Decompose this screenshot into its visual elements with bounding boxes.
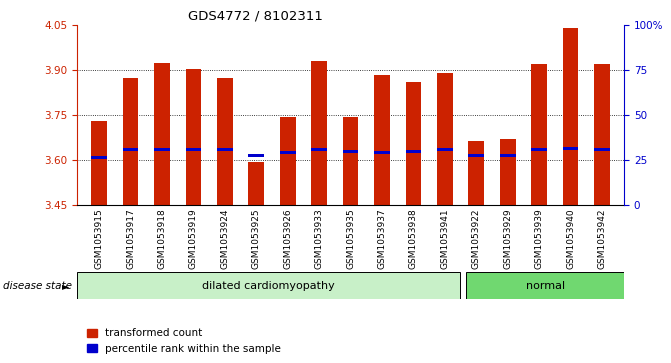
- Bar: [186, 148, 201, 151]
- Text: GSM1053926: GSM1053926: [283, 208, 293, 269]
- Bar: [468, 154, 484, 157]
- Text: GSM1053918: GSM1053918: [158, 208, 166, 269]
- Bar: [280, 117, 296, 205]
- Bar: [374, 151, 390, 154]
- Bar: [343, 150, 358, 153]
- Bar: [437, 148, 453, 151]
- Bar: [563, 147, 578, 150]
- Text: GSM1053935: GSM1053935: [346, 208, 355, 269]
- Bar: [123, 78, 138, 205]
- Bar: [91, 156, 107, 159]
- Bar: [405, 82, 421, 205]
- Text: ►: ►: [62, 281, 70, 291]
- Text: dilated cardiomyopathy: dilated cardiomyopathy: [203, 281, 336, 291]
- Bar: [531, 148, 547, 151]
- Bar: [466, 272, 625, 299]
- Text: GSM1053917: GSM1053917: [126, 208, 135, 269]
- Bar: [500, 139, 515, 205]
- Text: GSM1053938: GSM1053938: [409, 208, 418, 269]
- Bar: [217, 148, 233, 151]
- Bar: [123, 148, 138, 151]
- Text: GSM1053925: GSM1053925: [252, 208, 261, 269]
- Text: GSM1053929: GSM1053929: [503, 208, 512, 269]
- Text: GSM1053922: GSM1053922: [472, 208, 481, 269]
- Bar: [595, 148, 610, 151]
- Bar: [468, 141, 484, 205]
- Text: GSM1053933: GSM1053933: [315, 208, 323, 269]
- Bar: [186, 69, 201, 205]
- Bar: [248, 162, 264, 205]
- Bar: [374, 75, 390, 205]
- Bar: [311, 61, 327, 205]
- Bar: [563, 28, 578, 205]
- Text: GSM1053940: GSM1053940: [566, 208, 575, 269]
- Bar: [154, 63, 170, 205]
- Text: GDS4772 / 8102311: GDS4772 / 8102311: [187, 9, 323, 22]
- Text: GSM1053919: GSM1053919: [189, 208, 198, 269]
- Bar: [91, 121, 107, 205]
- Bar: [405, 150, 421, 153]
- Text: GSM1053939: GSM1053939: [535, 208, 544, 269]
- Bar: [595, 64, 610, 205]
- Text: GSM1053937: GSM1053937: [378, 208, 386, 269]
- Text: GSM1053942: GSM1053942: [598, 208, 607, 269]
- Bar: [500, 154, 515, 157]
- Legend: transformed count, percentile rank within the sample: transformed count, percentile rank withi…: [83, 324, 285, 358]
- Bar: [154, 148, 170, 151]
- Text: disease state: disease state: [3, 281, 72, 291]
- Text: normal: normal: [526, 281, 565, 291]
- Bar: [343, 117, 358, 205]
- Bar: [217, 78, 233, 205]
- Text: GSM1053941: GSM1053941: [440, 208, 450, 269]
- Text: GSM1053915: GSM1053915: [95, 208, 103, 269]
- Bar: [531, 64, 547, 205]
- Bar: [280, 151, 296, 154]
- Bar: [77, 272, 460, 299]
- Bar: [311, 148, 327, 151]
- Bar: [248, 154, 264, 157]
- Text: GSM1053924: GSM1053924: [220, 208, 229, 269]
- Bar: [437, 73, 453, 205]
